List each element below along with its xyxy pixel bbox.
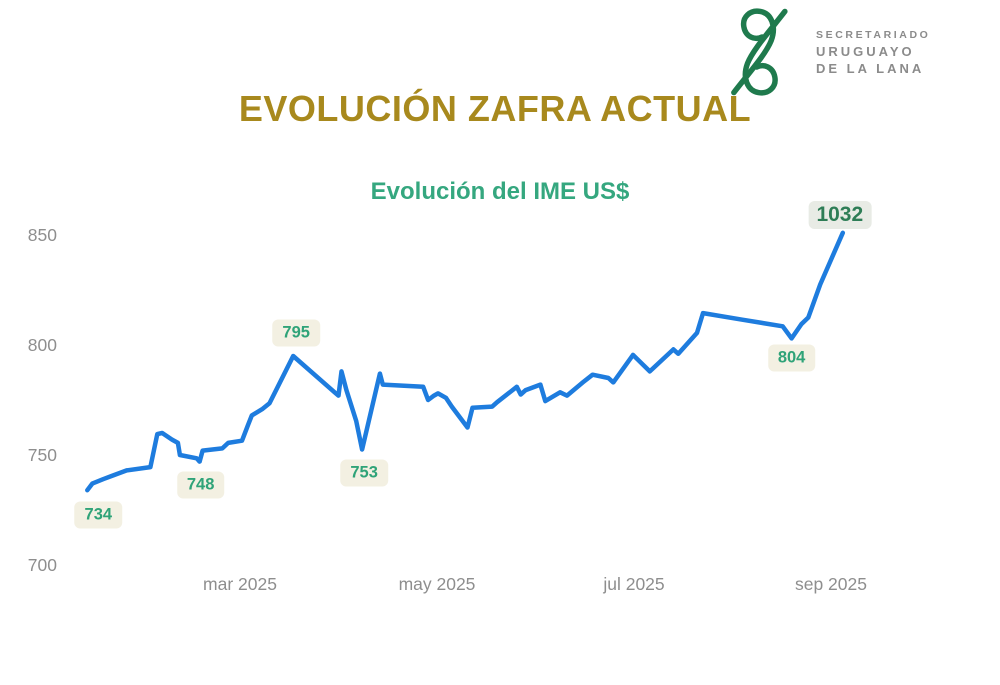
x-axis-tick-sep-2025: sep 2025 — [795, 574, 867, 594]
x-axis-tick-mar-2025: mar 2025 — [203, 574, 277, 594]
y-axis-tick-850: 850 — [28, 225, 57, 245]
logo-line-de-la-lana: DE LA LANA — [816, 60, 925, 76]
data-label-748: 748 — [176, 471, 225, 499]
sul-logo: SECRETARIADO URUGUAYO DE LA LANA — [722, 2, 930, 102]
ime-series-line — [85, 230, 846, 493]
data-label-804: 804 — [767, 344, 816, 372]
data-label-734: 734 — [74, 501, 123, 529]
wool-skein-icon — [731, 8, 788, 96]
y-axis-tick-750: 750 — [28, 445, 57, 465]
page-title: EVOLUCIÓN ZAFRA ACTUAL — [238, 88, 752, 129]
data-label-1032: 1032 — [808, 200, 872, 229]
x-axis-tick-jul-2025: jul 2025 — [602, 574, 664, 594]
logo-line-uruguayo: URUGUAYO — [816, 43, 915, 59]
data-label-753: 753 — [340, 459, 388, 486]
x-axis-tick-may-2025: may 2025 — [399, 574, 476, 594]
data-label-795: 795 — [272, 319, 320, 347]
y-axis-tick-700: 700 — [28, 555, 57, 575]
y-axis-tick-800: 800 — [28, 335, 57, 355]
logo-line-secretariado: SECRETARIADO — [816, 28, 931, 41]
sul-logo-wordmark: SECRETARIADO URUGUAYO DE LA LANA — [816, 28, 930, 77]
chart-title: Evolución del IME US$ — [370, 178, 630, 205]
